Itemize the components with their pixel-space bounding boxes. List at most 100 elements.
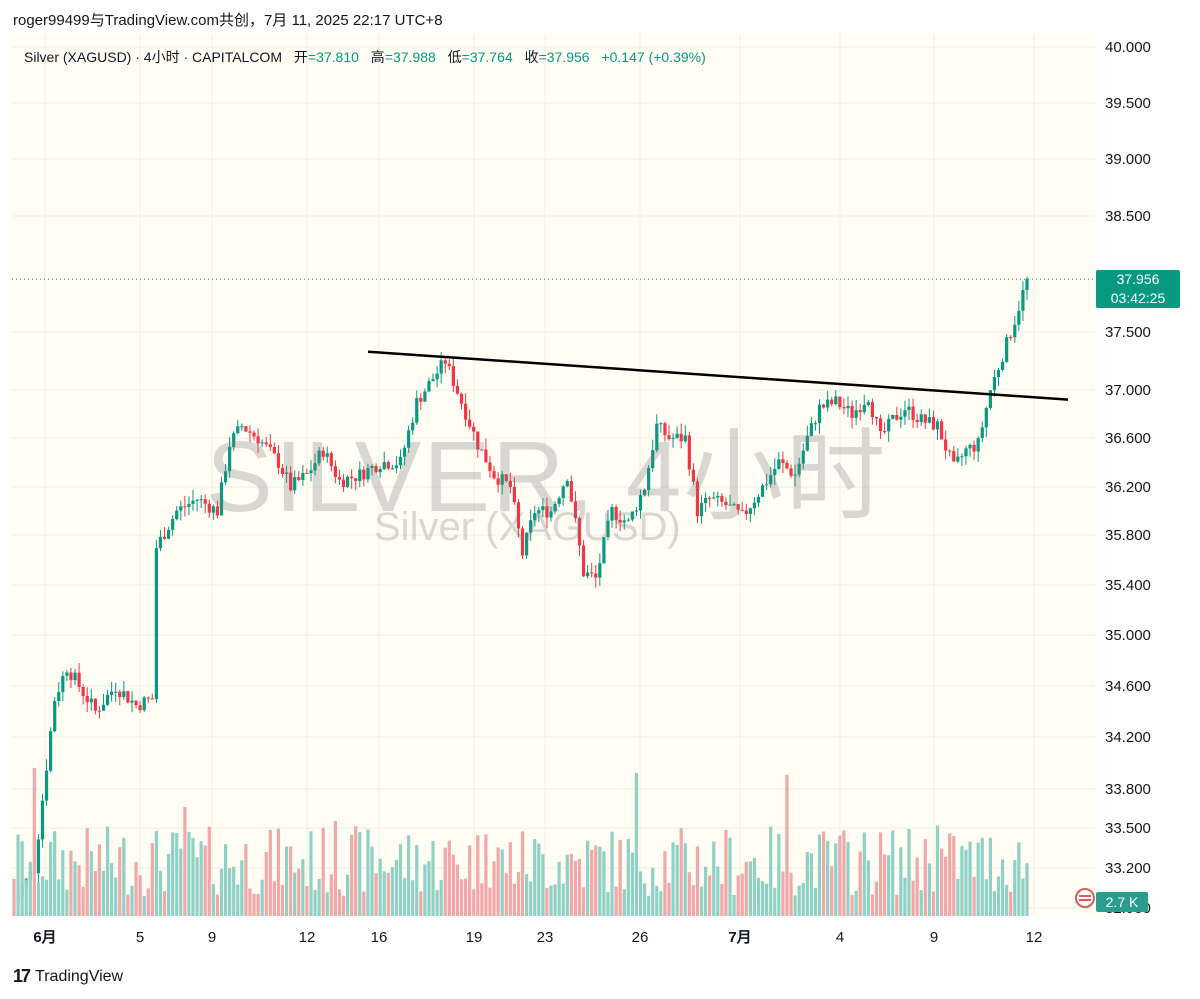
volume-bar: [36, 882, 41, 916]
volume-bar: [630, 852, 634, 916]
candle-body: [284, 472, 289, 474]
us-flag-icon[interactable]: [1075, 888, 1095, 908]
volume-bar: [655, 885, 659, 916]
candle-body: [679, 433, 683, 442]
volume-bar: [138, 875, 142, 916]
volume-bar: [797, 885, 801, 916]
candle-body: [223, 471, 228, 483]
candle-body: [362, 469, 366, 480]
volume-bar: [329, 874, 333, 916]
volume-bar: [659, 891, 663, 916]
candle-body: [748, 508, 752, 515]
volume-bar: [162, 891, 167, 916]
volume-bar: [915, 857, 919, 916]
volume-bar: [846, 842, 850, 916]
candle-body: [590, 572, 594, 574]
x-tick-label: 12: [299, 929, 316, 946]
volume-bar: [553, 884, 557, 916]
volume-bar: [114, 877, 118, 916]
volume-bar: [516, 872, 521, 916]
y-tick-label: 40.000: [1105, 39, 1151, 56]
candle-body: [195, 499, 199, 501]
volume-bar: [81, 886, 85, 916]
volume-bar: [488, 887, 492, 916]
volume-bar: [142, 895, 146, 916]
candle-body: [760, 485, 765, 497]
volume-bar: [28, 861, 32, 916]
candle-body: [984, 407, 988, 428]
volume-bar: [325, 892, 329, 916]
volume-bar: [895, 894, 899, 916]
candle-body: [537, 510, 541, 514]
volume-bar: [618, 839, 622, 916]
volume-bar: [248, 888, 252, 916]
candle-body: [870, 402, 875, 418]
last-price-tag: 37.956: [1096, 270, 1180, 289]
candle-body: [496, 478, 500, 485]
x-tick-label: 7月: [728, 929, 751, 946]
resistance-trendline[interactable]: [367, 350, 1069, 401]
candle-body: [207, 503, 211, 513]
x-tick-label: 16: [371, 929, 388, 946]
candle-body: [634, 510, 639, 512]
candle-body: [386, 462, 390, 469]
candle-body: [81, 686, 85, 696]
candle-body: [516, 502, 521, 529]
volume-bar: [638, 871, 643, 916]
volume-bar: [350, 834, 354, 916]
volume-bar: [651, 867, 655, 916]
volume-bar: [858, 851, 862, 916]
volume-bar: [280, 884, 285, 916]
volume-bar: [32, 768, 36, 916]
candle-body: [866, 402, 870, 405]
tradingview-logo[interactable]: 17 TradingView: [13, 966, 123, 987]
candlestick-chart[interactable]: [12, 34, 1095, 916]
candle-body: [988, 390, 992, 408]
candle-body: [36, 839, 41, 874]
volume-bar: [891, 830, 895, 916]
candle-body: [69, 672, 73, 681]
candle-body: [370, 465, 374, 468]
volume-bar: [773, 887, 777, 916]
volume-bar: [386, 872, 390, 916]
volume-bar: [512, 883, 516, 916]
volume-bar: [598, 846, 602, 916]
volume-bar: [647, 895, 651, 916]
volume-bar: [447, 840, 451, 916]
volume-bar: [533, 838, 537, 916]
volume-bar: [525, 873, 529, 916]
volume-bar: [708, 875, 712, 916]
volume-bar: [732, 894, 736, 916]
candle-body: [73, 672, 77, 681]
volume-bar: [777, 834, 781, 916]
volume-bar: [793, 895, 797, 916]
volume-bar: [781, 871, 785, 916]
volume-bar: [712, 841, 716, 916]
volume-bar: [228, 868, 232, 916]
chart-area[interactable]: [12, 34, 1095, 916]
volume-bar: [256, 893, 260, 916]
volume-bar: [317, 878, 321, 916]
candle-body: [345, 476, 350, 487]
candle-body: [89, 698, 93, 703]
candle-body: [411, 422, 415, 431]
candle-body: [476, 431, 480, 450]
candle-body: [321, 450, 325, 457]
candle-body: [419, 397, 423, 402]
volume-bar: [1005, 884, 1009, 916]
watermark-subtitle: Silver (XAGUSD): [374, 505, 681, 549]
y-tick-label: 34.600: [1105, 678, 1151, 695]
volume-bar: [40, 876, 45, 916]
volume-bar: [195, 857, 199, 916]
candle-body: [508, 480, 512, 487]
volume-bar: [419, 891, 423, 916]
volume-bar: [952, 836, 956, 916]
candle-body: [305, 473, 309, 475]
volume-bar: [476, 835, 480, 916]
volume-bar: [887, 855, 891, 916]
legend-symbol: Silver (XAGUSD) · 4小时 · CAPITALCOM: [24, 49, 282, 65]
candle-body: [268, 444, 272, 448]
volume-bar: [73, 861, 77, 916]
candle-body: [545, 506, 549, 518]
candle-body: [659, 423, 663, 425]
